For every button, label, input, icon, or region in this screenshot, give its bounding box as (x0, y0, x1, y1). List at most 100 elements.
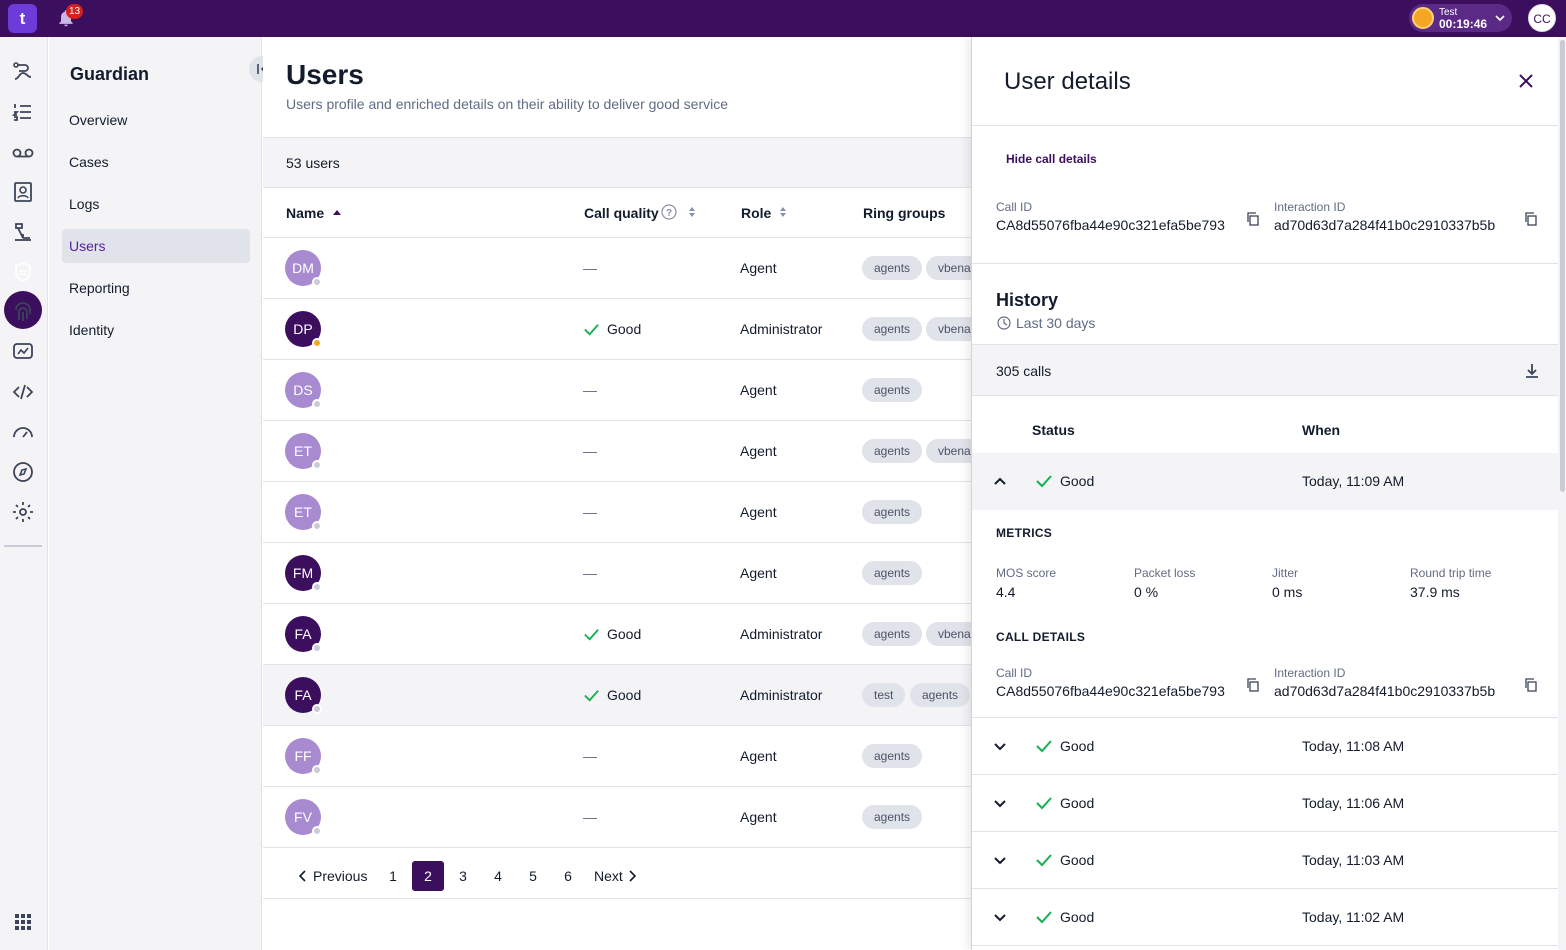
hide-call-details-link[interactable]: Hide call details (1006, 152, 1097, 166)
apps-grid-icon[interactable] (11, 910, 35, 934)
sidebar-item-identity[interactable]: Identity (69, 322, 115, 338)
icon-rail (0, 37, 48, 950)
sidebar-item-cases[interactable]: Cases (69, 154, 109, 170)
sidebar-item-reporting[interactable]: Reporting (69, 280, 130, 296)
app-logo[interactable]: t (8, 4, 37, 33)
table-row[interactable]: FA Good Administrator test agents (263, 665, 971, 726)
column-header-call-quality[interactable]: Call quality ? (584, 204, 695, 221)
account-status-pill[interactable]: Test 00:19:46 (1409, 4, 1512, 32)
user-role: Agent (740, 809, 777, 825)
speedometer-icon[interactable] (11, 420, 35, 444)
next-label: Next (594, 868, 623, 884)
jitter-label: Jitter (1272, 566, 1299, 580)
table-row[interactable]: DM — Agent agents vbena (263, 238, 971, 299)
table-row[interactable]: ET — Agent agents (263, 482, 971, 543)
call-quality: — (583, 382, 597, 398)
presence-dot (312, 643, 322, 653)
sidebar-item-logs[interactable]: Logs (69, 196, 100, 212)
insights-icon[interactable] (11, 340, 35, 364)
call-status: Good (1060, 852, 1095, 868)
chevron-down-icon[interactable] (992, 852, 1008, 868)
table-row[interactable]: FF — Agent agents (263, 726, 971, 787)
column-header-name[interactable]: Name (286, 205, 341, 221)
chevron-up-icon[interactable] (992, 473, 1008, 489)
ring-group-tag: test (862, 683, 906, 707)
column-header-role[interactable]: Role (741, 205, 786, 221)
panel-scrollbar-thumb[interactable] (1560, 40, 1565, 492)
list-numbered-icon[interactable] (11, 100, 35, 124)
ring-group-tag: vbena (926, 256, 971, 280)
page-6-button[interactable]: 6 (564, 868, 572, 884)
avatar-initials: FA (294, 687, 312, 703)
routing-icon[interactable] (11, 220, 35, 244)
call-status: Good (1060, 738, 1095, 754)
contacts-icon[interactable] (11, 180, 35, 204)
chevron-down-icon[interactable] (992, 738, 1008, 754)
shield-icon[interactable] (11, 260, 35, 284)
call-quality: Good (583, 321, 641, 337)
user-details-panel: User details Hide call details Call ID C… (971, 37, 1566, 950)
interaction-id-label: Interaction ID (1274, 666, 1346, 680)
fingerprint-icon[interactable] (11, 300, 35, 324)
avatar-initials: DP (293, 321, 313, 337)
presence-dot (312, 765, 322, 775)
table-row[interactable]: ET — Agent agents vbena (263, 421, 971, 482)
table-row[interactable]: DS — Agent agents (263, 360, 971, 421)
table-header: Name Call quality ? Role Ring groups (263, 188, 971, 238)
table-row[interactable]: DP Good Administrator agents vbena (263, 299, 971, 360)
column-header-when: When (1302, 422, 1341, 438)
download-icon[interactable] (1524, 363, 1540, 379)
history-range: Last 30 days (1016, 315, 1096, 331)
next-page-button[interactable]: Next (593, 861, 643, 891)
avatar: FM (285, 555, 322, 592)
voicemail-icon[interactable] (11, 140, 35, 164)
history-row-expanded[interactable]: Good Today, 11:09 AM (972, 453, 1558, 510)
user-avatar[interactable]: CC (1528, 4, 1556, 32)
sidebar-item-users[interactable]: Users (62, 229, 250, 263)
sort-icon (780, 207, 786, 217)
call-quality-label: — (583, 565, 597, 581)
chevron-down-icon[interactable] (992, 909, 1008, 925)
results-count-bar: 53 users (263, 137, 971, 188)
page-4-button[interactable]: 4 (494, 868, 502, 884)
history-row[interactable]: Good Today, 11:03 AM (972, 832, 1558, 889)
page-5-button[interactable]: 5 (529, 868, 537, 884)
sidebar-item-overview[interactable]: Overview (69, 112, 128, 128)
table-row[interactable]: FV — Agent agents (263, 787, 971, 848)
help-icon[interactable]: ? (661, 204, 677, 220)
copy-icon[interactable] (1246, 678, 1260, 692)
call-status: Good (1060, 473, 1095, 489)
close-icon[interactable] (1516, 71, 1536, 91)
call-quality: — (583, 504, 597, 520)
table-row[interactable]: FM — Agent agents (263, 543, 971, 604)
copy-icon[interactable] (1524, 212, 1538, 226)
chevron-down-icon[interactable] (992, 795, 1008, 811)
gear-icon[interactable] (11, 500, 35, 524)
copy-icon[interactable] (1246, 212, 1260, 226)
ring-group-tag: agents (910, 683, 971, 707)
history-row[interactable]: Good Today, 11:02 AM (972, 889, 1558, 946)
round-trip-time-label: Round trip time (1410, 566, 1492, 580)
code-icon[interactable] (11, 380, 35, 404)
panel-scrollbar[interactable] (1558, 37, 1566, 950)
previous-page-button[interactable]: Previous (296, 861, 368, 891)
page-1-button[interactable]: 1 (389, 868, 397, 884)
avatar: ET (285, 494, 322, 531)
table-row[interactable]: FA Good Administrator agents vbena (263, 604, 971, 665)
presence-dot (312, 521, 322, 531)
copy-icon[interactable] (1524, 678, 1538, 692)
compass-icon[interactable] (11, 460, 35, 484)
flows-icon[interactable] (11, 59, 35, 83)
call-quality-label: Good (607, 321, 642, 337)
history-row[interactable]: Good Today, 11:08 AM (972, 718, 1558, 775)
avatar: FF (285, 738, 322, 775)
history-row[interactable]: Good Today, 11:06 AM (972, 775, 1558, 832)
ring-group-tag: agents (862, 622, 923, 646)
status-icon (1412, 7, 1434, 29)
page-2-button[interactable]: 2 (412, 861, 444, 891)
call-quality-label: Good (607, 626, 642, 642)
page-3-button[interactable]: 3 (459, 868, 467, 884)
panel-title: User details (1004, 68, 1131, 95)
call-quality-label: Good (607, 687, 642, 703)
chevron-right-icon (629, 870, 637, 882)
